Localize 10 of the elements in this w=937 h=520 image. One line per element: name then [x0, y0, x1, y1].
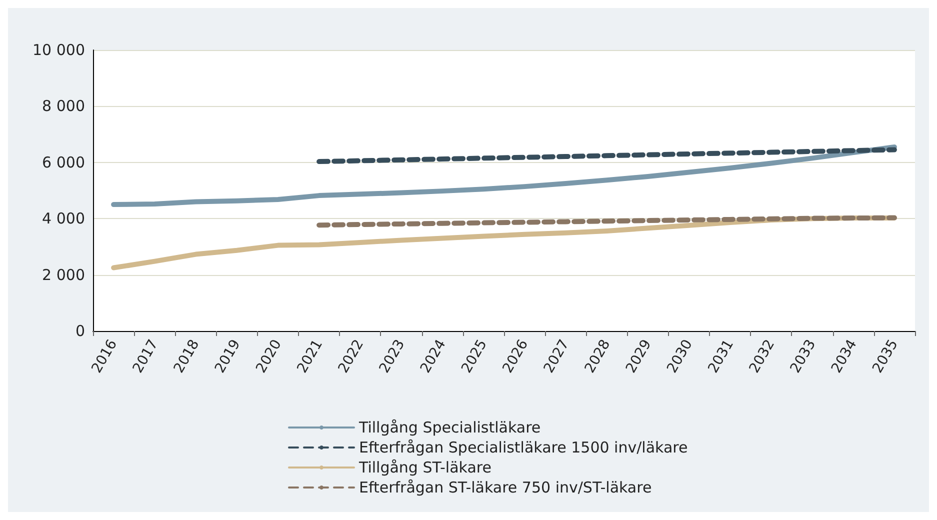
- y-tick-label: 10 000: [32, 41, 85, 59]
- y-tick-label: 2 000: [42, 266, 85, 284]
- y-tick-label: 8 000: [42, 97, 85, 116]
- y-tick-label: 4 000: [42, 210, 85, 228]
- legend-label: Tillgång Specialistläkare: [358, 418, 541, 436]
- y-tick-label: 6 000: [42, 153, 85, 172]
- legend-label: Efterfrågan ST-läkare 750 inv/ST-läkare: [359, 478, 652, 496]
- y-tick-label: 0: [75, 322, 85, 340]
- legend-label: Efterfrågan Specialistläkare 1500 inv/läkare: [359, 438, 688, 456]
- legend-label: Tillgång ST-läkare: [358, 458, 492, 476]
